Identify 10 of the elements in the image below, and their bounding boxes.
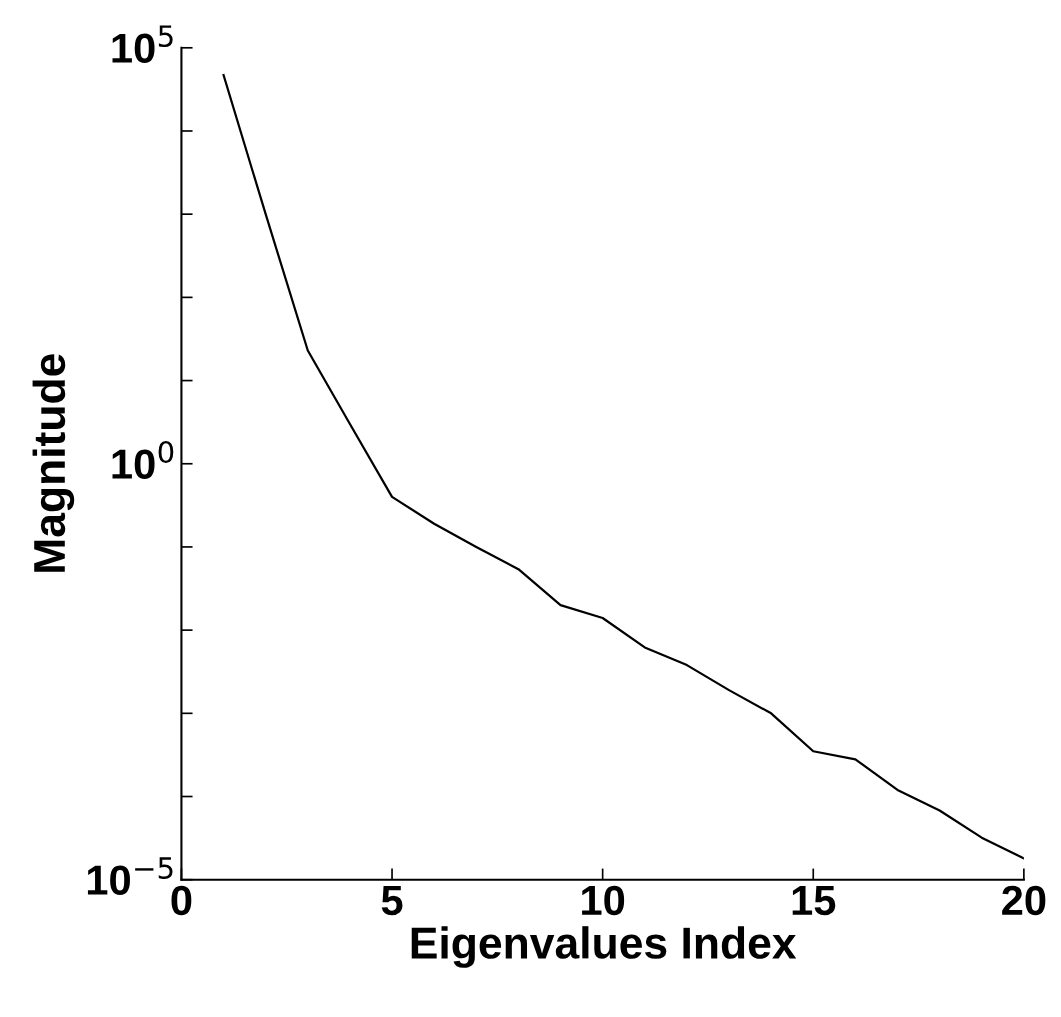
y-tick-label: 10$^{−5}$ (87, 857, 173, 895)
y-tick-label: 10$^{5}$ (112, 25, 173, 64)
x-tick-label: 10 (582, 885, 625, 916)
x-tick-label: 0 (171, 885, 192, 916)
x-tick-label: 15 (792, 886, 836, 916)
x-tick-label: 20 (1002, 885, 1046, 916)
y-axis-title: Magnitude (32, 354, 75, 572)
y-tick-label: 10$^{0}$ (112, 440, 174, 479)
x-axis-title: Eigenvalues Index (411, 926, 797, 968)
x-tick-label: 5 (381, 886, 403, 916)
